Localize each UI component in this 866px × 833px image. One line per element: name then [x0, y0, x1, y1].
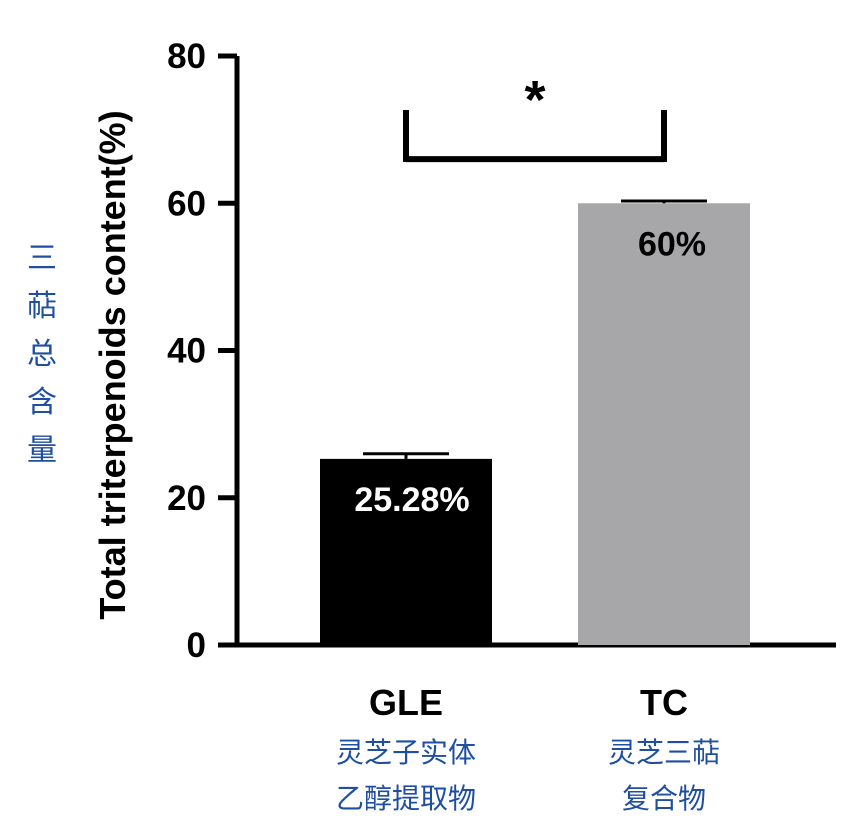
x-tick-label: TC	[640, 682, 688, 723]
x-tick-sublabel: 灵芝子实体	[336, 736, 476, 769]
y-axis-label-chinese-char: 三	[27, 241, 57, 276]
data-labels: 25.28% 60%	[354, 225, 706, 519]
y-tick-label: 60	[167, 184, 206, 223]
y-tick-label: 0	[187, 626, 206, 665]
y-axis-label-chinese-char: 含	[27, 385, 57, 420]
y-tick-label: 80	[167, 37, 206, 76]
x-tick-sublabel: 灵芝三萜	[608, 736, 720, 769]
x-tick-label: GLE	[369, 682, 443, 723]
x-tick-sublabel: 乙醇提取物	[336, 782, 476, 815]
y-ticks: 0 20 40 60 80	[167, 37, 237, 665]
data-label: 60%	[638, 225, 706, 263]
significance-bracket: *	[403, 70, 667, 163]
bar-gle	[320, 458, 492, 645]
y-axis-label-chinese-char: 总	[27, 337, 57, 372]
y-axis-label: Total triterpenoids content(%)	[92, 110, 133, 619]
bars	[320, 203, 750, 645]
y-axis-label-chinese-char: 量	[27, 433, 57, 468]
bar-tc	[578, 203, 750, 645]
data-label: 25.28%	[354, 481, 469, 519]
y-axis-label-chinese-char: 萜	[27, 289, 57, 324]
y-tick-label: 20	[167, 479, 206, 518]
x-tick-sublabel: 复合物	[622, 782, 706, 815]
error-bars	[363, 199, 707, 459]
y-tick-label: 40	[167, 332, 206, 371]
significance-marker: *	[524, 70, 545, 130]
